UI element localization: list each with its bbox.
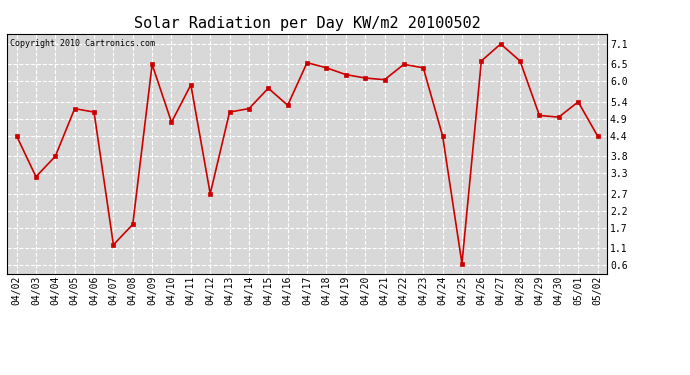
- Title: Solar Radiation per Day KW/m2 20100502: Solar Radiation per Day KW/m2 20100502: [134, 16, 480, 31]
- Text: Copyright 2010 Cartronics.com: Copyright 2010 Cartronics.com: [10, 39, 155, 48]
